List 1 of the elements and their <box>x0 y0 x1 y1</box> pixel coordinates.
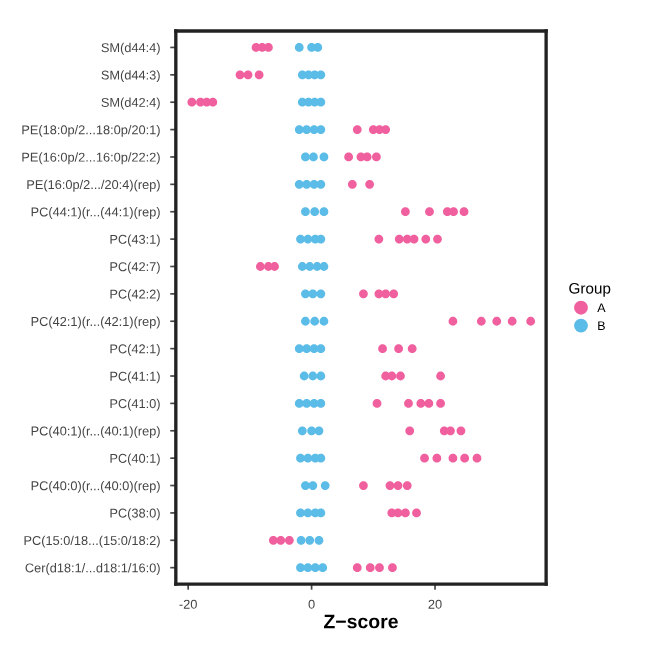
x-axis-title: Z−score <box>323 614 398 629</box>
